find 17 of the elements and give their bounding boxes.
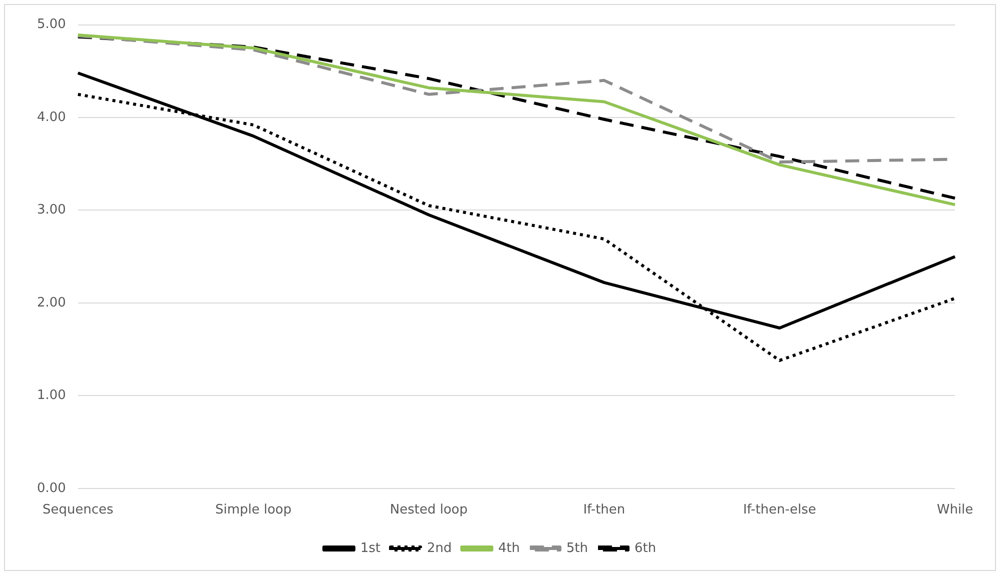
x-tick-label: Sequences (42, 502, 114, 518)
legend-label: 5th (566, 540, 588, 556)
x-tick-label: If-then (583, 502, 626, 518)
y-tick-label: 4.00 (36, 110, 66, 125)
y-tick-label: 3.00 (36, 202, 66, 218)
legend-label: 1st (360, 540, 381, 556)
x-tick-label: Simple loop (215, 502, 292, 518)
x-tick-label: While (936, 502, 974, 518)
x-tick-label: If-then-else (743, 502, 816, 518)
legend-label: 2nd (427, 540, 452, 556)
y-tick-label: 1.00 (36, 388, 66, 404)
x-tick-label: Nested loop (390, 502, 468, 518)
y-tick-label: 5.00 (36, 17, 66, 32)
legend-label: 6th (634, 540, 656, 556)
y-tick-label: 0.00 (36, 480, 66, 496)
legend-label: 4th (498, 540, 520, 556)
y-tick-label: 2.00 (36, 295, 66, 310)
